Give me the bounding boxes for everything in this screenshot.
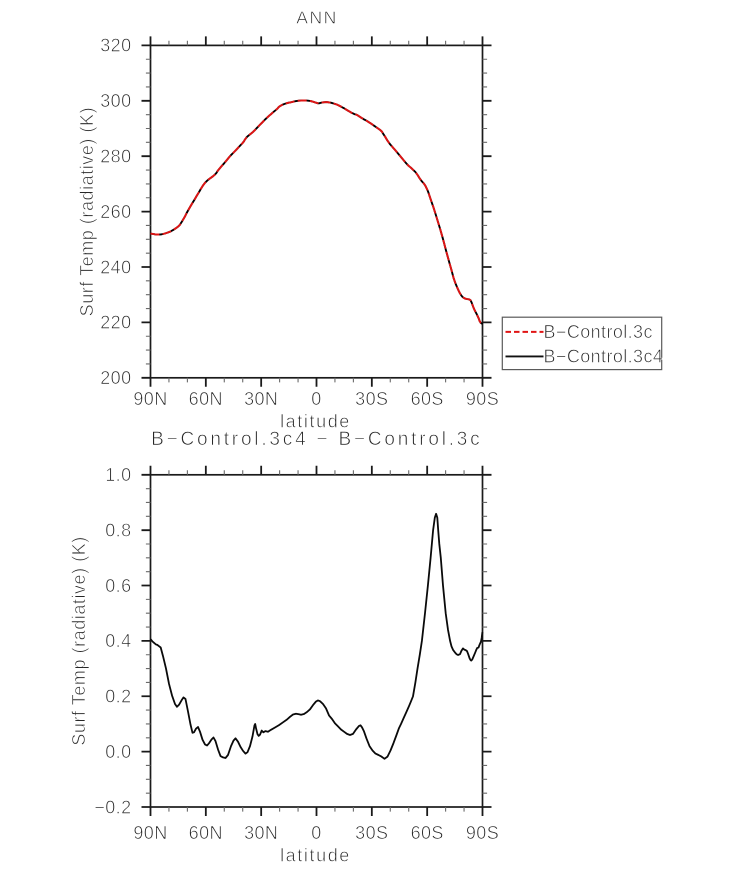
svg-text:30S: 30S [355,823,388,843]
svg-text:0.8: 0.8 [105,521,131,541]
svg-text:300: 300 [100,91,131,111]
svg-text:90S: 90S [466,823,499,843]
svg-text:B−Control.3c4: B−Control.3c4 [544,347,664,367]
svg-text:30N: 30N [244,823,278,843]
svg-text:60N: 60N [189,823,223,843]
svg-text:90N: 90N [133,389,167,409]
svg-text:260: 260 [100,202,131,222]
svg-text:220: 220 [100,313,131,333]
svg-text:240: 240 [100,257,131,277]
svg-text:30N: 30N [244,389,278,409]
svg-text:90N: 90N [133,823,167,843]
svg-text:60N: 60N [189,389,223,409]
svg-text:−0.2: −0.2 [94,797,131,817]
svg-text:90S: 90S [466,389,499,409]
svg-text:30S: 30S [355,389,388,409]
svg-text:0.0: 0.0 [105,742,131,762]
svg-text:0: 0 [311,389,321,409]
svg-text:320: 320 [100,36,131,56]
svg-text:60S: 60S [411,823,444,843]
svg-text:ANN: ANN [296,8,337,28]
svg-text:0.2: 0.2 [105,687,131,707]
svg-text:200: 200 [100,368,131,388]
svg-text:0.4: 0.4 [105,631,131,651]
svg-text:B−Control.3c4 − B−Control.3c: B−Control.3c4 − B−Control.3c [151,429,482,450]
svg-text:latitude: latitude [280,846,351,866]
svg-text:Surf Temp (radiative) (K): Surf Temp (radiative) (K) [77,107,97,316]
svg-text:280: 280 [100,147,131,167]
svg-text:0.6: 0.6 [105,576,131,596]
svg-text:0: 0 [311,823,321,843]
svg-text:1.0: 1.0 [105,465,131,485]
svg-text:latitude: latitude [280,412,351,432]
svg-text:60S: 60S [411,389,444,409]
svg-text:Surf Temp (radiative) (K): Surf Temp (radiative) (K) [69,536,89,745]
svg-text:B−Control.3c: B−Control.3c [544,322,653,342]
